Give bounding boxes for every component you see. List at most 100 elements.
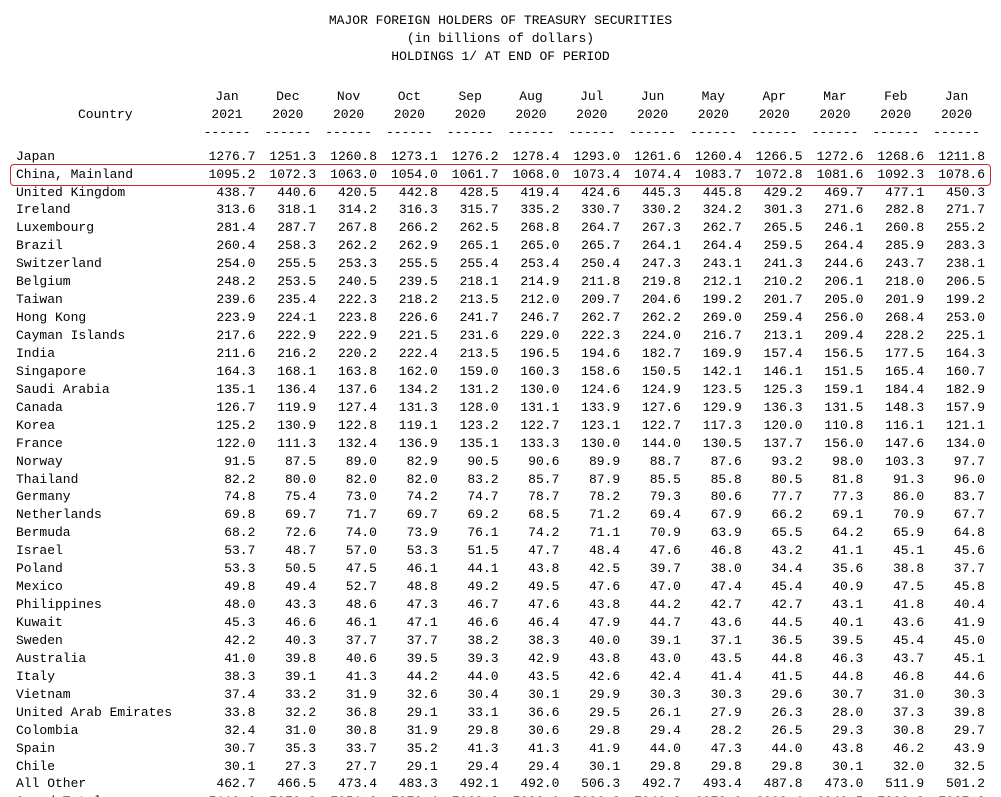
row-value: 473.0 [805, 775, 866, 793]
country-header: Country [14, 106, 197, 124]
row-value: 231.6 [440, 327, 501, 345]
row-value: 281.4 [197, 219, 258, 237]
row-value: 69.2 [440, 506, 501, 524]
row-value: 318.1 [257, 201, 318, 219]
col-dash: ------ [683, 124, 744, 142]
col-year: 2021 [197, 106, 258, 124]
row-value: 1073.4 [561, 166, 622, 184]
row-value: 89.9 [561, 453, 622, 471]
row-value: 243.1 [683, 255, 744, 273]
row-value: 30.3 [622, 686, 683, 704]
row-value: 45.1 [926, 650, 987, 668]
row-value: 287.7 [257, 219, 318, 237]
table-row: United Kingdom438.7440.6420.5442.8428.54… [14, 184, 987, 202]
row-value: 253.0 [926, 309, 987, 327]
row-value: 32.5 [926, 758, 987, 776]
table-row: Kuwait45.346.646.147.146.646.447.944.743… [14, 614, 987, 632]
row-value: 264.4 [683, 237, 744, 255]
row-value: 53.3 [197, 560, 258, 578]
row-value: 1068.0 [501, 166, 562, 184]
row-value: 250.4 [561, 255, 622, 273]
row-value: 222.9 [257, 327, 318, 345]
row-value: 41.3 [318, 668, 379, 686]
row-value: 71.2 [561, 506, 622, 524]
row-label: India [14, 345, 197, 363]
row-value: 74.7 [440, 488, 501, 506]
row-value: 268.8 [501, 219, 562, 237]
col-year: 2020 [622, 106, 683, 124]
row-label: Grand Total [14, 793, 197, 797]
row-value: 224.0 [622, 327, 683, 345]
row-value: 69.7 [379, 506, 440, 524]
row-value: 159.0 [440, 363, 501, 381]
row-value: 30.1 [501, 686, 562, 704]
row-value: 48.0 [197, 596, 258, 614]
row-value: 254.0 [197, 255, 258, 273]
row-value: 38.3 [501, 632, 562, 650]
row-value: 184.4 [865, 381, 926, 399]
row-value: 271.6 [805, 201, 866, 219]
row-value: 7096.2 [561, 793, 622, 797]
row-value: 32.0 [865, 758, 926, 776]
row-value: 30.3 [683, 686, 744, 704]
row-value: 210.2 [744, 273, 805, 291]
row-value: 49.8 [197, 578, 258, 596]
row-value: 72.6 [257, 524, 318, 542]
row-value: 29.3 [805, 722, 866, 740]
table-row: Switzerland254.0255.5253.3255.5255.4253.… [14, 255, 987, 273]
row-value: 37.7 [318, 632, 379, 650]
row-value: 46.3 [805, 650, 866, 668]
row-value: 135.1 [197, 381, 258, 399]
col-month: Jan [926, 88, 987, 106]
row-value: 44.8 [744, 650, 805, 668]
row-value: 267.8 [318, 219, 379, 237]
row-value: 212.1 [683, 273, 744, 291]
row-value: 46.1 [379, 560, 440, 578]
row-value: 28.2 [683, 722, 744, 740]
row-value: 83.7 [926, 488, 987, 506]
row-value: 43.0 [622, 650, 683, 668]
row-value: 43.1 [805, 596, 866, 614]
table-row: France122.0111.3132.4136.9135.1133.3130.… [14, 435, 987, 453]
row-value: 26.1 [622, 704, 683, 722]
row-value: 69.7 [257, 506, 318, 524]
row-value: 223.9 [197, 309, 258, 327]
row-value: 63.9 [683, 524, 744, 542]
row-value: 29.8 [440, 722, 501, 740]
row-value: 42.4 [622, 668, 683, 686]
row-value: 47.5 [865, 578, 926, 596]
row-value: 429.2 [744, 184, 805, 202]
col-year: 2020 [926, 106, 987, 124]
row-value: 1272.6 [805, 148, 866, 166]
row-value: 1095.2 [197, 166, 258, 184]
row-value: 38.2 [440, 632, 501, 650]
row-value: 44.0 [440, 668, 501, 686]
row-value: 65.9 [865, 524, 926, 542]
row-value: 130.5 [683, 435, 744, 453]
row-value: 135.1 [440, 435, 501, 453]
row-value: 6949.5 [805, 793, 866, 797]
col-year: 2020 [379, 106, 440, 124]
row-value: 169.9 [683, 345, 744, 363]
row-value: 47.3 [379, 596, 440, 614]
row-label: Cayman Islands [14, 327, 197, 345]
col-dash: ------ [744, 124, 805, 142]
row-value: 194.6 [561, 345, 622, 363]
row-value: 44.2 [622, 596, 683, 614]
row-value: 40.0 [561, 632, 622, 650]
row-value: 66.2 [744, 506, 805, 524]
col-month: Jun [622, 88, 683, 106]
row-value: 46.8 [865, 668, 926, 686]
row-value: 473.4 [318, 775, 379, 793]
row-value: 469.7 [805, 184, 866, 202]
row-value: 67.7 [926, 506, 987, 524]
row-value: 1260.8 [318, 148, 379, 166]
col-year: 2020 [865, 106, 926, 124]
table-row: Sweden42.240.337.737.738.238.340.039.137… [14, 632, 987, 650]
row-value: 64.2 [805, 524, 866, 542]
row-value: 47.6 [561, 578, 622, 596]
row-label: Mexico [14, 578, 197, 596]
row-value: 205.0 [805, 291, 866, 309]
row-value: 37.7 [926, 560, 987, 578]
row-value: 31.0 [257, 722, 318, 740]
